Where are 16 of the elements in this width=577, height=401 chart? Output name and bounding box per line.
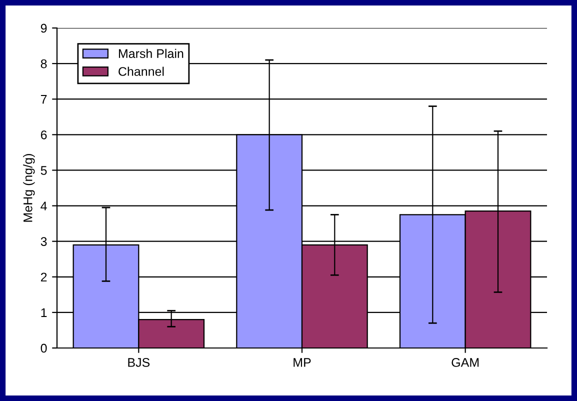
y-tick-label: 4 (40, 202, 47, 210)
y-tick-label: 1 (41, 308, 47, 317)
x-tick-label: GAM (452, 358, 479, 367)
y-tick-label: 6 (40, 130, 47, 140)
y-tick-label: 9 (40, 24, 47, 33)
y-axis-title: MeHg (ng/g) (23, 154, 35, 222)
y-tick-label: 3 (40, 237, 47, 246)
y-tick-label: 0 (40, 344, 47, 353)
legend-label: Marsh Plain (118, 48, 184, 58)
y-tick-label: 2 (40, 272, 47, 282)
y-tick-label: 5 (40, 166, 47, 175)
y-tick-label: 7 (40, 95, 47, 104)
x-tick-label: MP (294, 358, 311, 367)
y-tick-label: 8 (40, 59, 47, 68)
x-tick-label: BJS (128, 358, 150, 367)
legend-label: Channel (118, 66, 164, 76)
